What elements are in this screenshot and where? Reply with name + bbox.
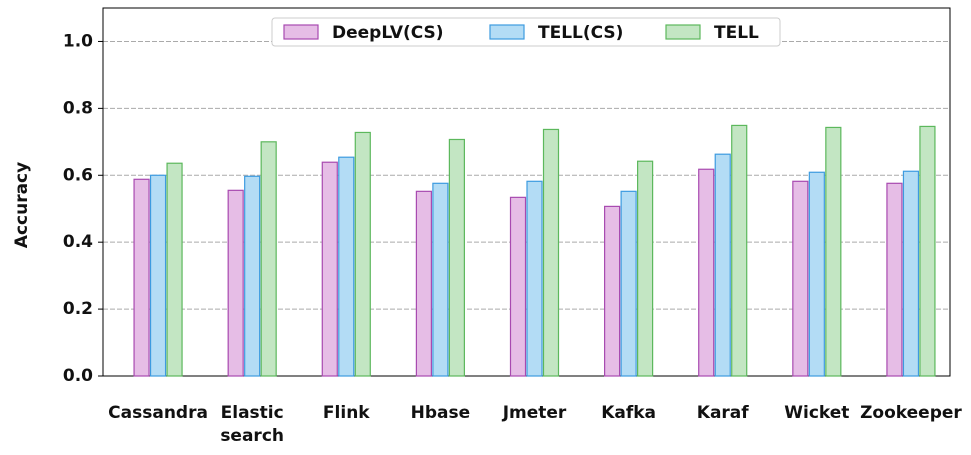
legend-label: DeepLV(CS) bbox=[332, 23, 444, 43]
x-tick-label: Wicket bbox=[784, 403, 849, 423]
bar bbox=[902, 170, 920, 377]
bar bbox=[338, 156, 355, 377]
legend-label: TELL bbox=[714, 23, 759, 43]
bar bbox=[542, 128, 560, 377]
y-tick-label: 1.0 bbox=[63, 31, 93, 51]
bar bbox=[321, 161, 338, 377]
bar bbox=[415, 190, 432, 377]
x-tick-label: Karaf bbox=[697, 403, 750, 423]
bar bbox=[227, 189, 244, 377]
bar bbox=[825, 126, 842, 377]
bar bbox=[886, 182, 903, 377]
legend-swatch bbox=[489, 24, 525, 40]
bar bbox=[509, 196, 527, 377]
legend-swatch bbox=[283, 24, 319, 40]
bar bbox=[731, 124, 748, 377]
x-tick-label: Cassandra bbox=[108, 403, 208, 423]
y-axis-label: Accuracy bbox=[12, 162, 32, 248]
bar bbox=[244, 175, 261, 377]
bar bbox=[620, 190, 637, 377]
bar bbox=[714, 153, 731, 377]
bar bbox=[133, 178, 150, 377]
bar bbox=[919, 125, 936, 377]
bar bbox=[260, 141, 277, 377]
y-tick-label: 0.8 bbox=[63, 98, 93, 118]
bar bbox=[604, 205, 621, 377]
x-tick-label: Kafka bbox=[601, 403, 656, 423]
x-tick-label: Zookeeper bbox=[860, 403, 962, 423]
bar bbox=[792, 180, 809, 377]
x-tick-label: Flink bbox=[323, 403, 370, 423]
x-tick-label: Hbase bbox=[411, 403, 471, 423]
legend-box bbox=[271, 17, 781, 47]
legend-label: TELL(CS) bbox=[538, 23, 623, 43]
bar bbox=[354, 131, 371, 377]
y-tick-label: 0.0 bbox=[63, 366, 93, 386]
bar bbox=[526, 180, 543, 377]
x-tick-label: Elastic search bbox=[220, 403, 284, 446]
y-tick-label: 0.4 bbox=[63, 232, 93, 252]
bar bbox=[637, 160, 654, 377]
bar bbox=[149, 174, 167, 377]
bar bbox=[808, 171, 825, 377]
bar bbox=[448, 138, 465, 377]
legend-swatch bbox=[665, 24, 701, 40]
x-tick-label: Jmeter bbox=[502, 403, 567, 423]
bar bbox=[432, 182, 449, 377]
y-tick-label: 0.2 bbox=[63, 299, 93, 319]
y-tick-label: 0.6 bbox=[63, 165, 93, 185]
bar bbox=[166, 162, 183, 377]
bar bbox=[698, 168, 715, 377]
